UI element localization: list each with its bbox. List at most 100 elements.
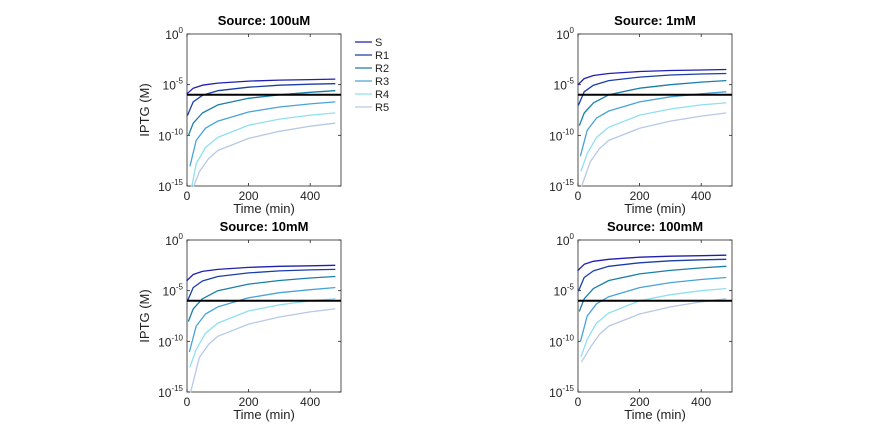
y-tick-exponent: -10 bbox=[171, 127, 183, 136]
y-tick-base: 10 bbox=[549, 386, 563, 400]
y-tick-label: 10-5 bbox=[163, 77, 184, 93]
y-tick-exponent: -15 bbox=[171, 178, 183, 187]
y-tick-label: 10-10 bbox=[549, 127, 574, 143]
y-tick-exponent: -5 bbox=[176, 77, 184, 86]
y-tick-exponent: 0 bbox=[570, 26, 575, 35]
y-tick-exponent: -5 bbox=[567, 283, 575, 292]
axes-box bbox=[186, 239, 342, 393]
series-line-r1 bbox=[577, 72, 727, 106]
legend-entry: R2 bbox=[375, 63, 389, 75]
y-tick-label: 10-15 bbox=[158, 178, 183, 194]
y-tick-label: 100 bbox=[556, 26, 574, 42]
y-tick-base: 10 bbox=[165, 28, 179, 42]
series-line-r1 bbox=[577, 258, 727, 292]
legend-entry: R4 bbox=[375, 89, 389, 101]
y-tick-label: 100 bbox=[165, 232, 183, 248]
y-tick-base: 10 bbox=[165, 234, 179, 248]
x-axis-label: Time (min) bbox=[233, 201, 295, 216]
y-tick-label: 10-15 bbox=[158, 384, 183, 400]
series-line-r1 bbox=[186, 268, 336, 302]
y-tick-exponent: -5 bbox=[567, 77, 575, 86]
x-tick-label: 200 bbox=[630, 189, 650, 203]
x-tick-label: 400 bbox=[691, 395, 711, 409]
y-tick-base: 10 bbox=[554, 285, 568, 299]
axes-box bbox=[577, 33, 733, 187]
y-tick-base: 10 bbox=[556, 28, 570, 42]
y-tick-label: 10-5 bbox=[554, 77, 575, 93]
y-tick-base: 10 bbox=[158, 386, 172, 400]
series-line-r5 bbox=[581, 298, 727, 363]
y-tick-label: 10-5 bbox=[163, 283, 184, 299]
x-tick-label: 400 bbox=[300, 189, 320, 203]
x-tick-label: 200 bbox=[239, 395, 259, 409]
series-line-r4 bbox=[580, 287, 727, 358]
y-tick-base: 10 bbox=[549, 129, 563, 143]
x-tick-label: 200 bbox=[630, 395, 650, 409]
y-tick-label: 10-10 bbox=[158, 333, 183, 349]
series-line-r4 bbox=[189, 298, 336, 368]
x-tick-label: 0 bbox=[575, 395, 582, 409]
series-line-r3 bbox=[188, 286, 336, 353]
x-tick-label: 400 bbox=[691, 189, 711, 203]
y-tick-base: 10 bbox=[554, 79, 568, 93]
series-line-s bbox=[577, 68, 727, 86]
y-tick-label: 10-15 bbox=[549, 384, 574, 400]
series-line-r5 bbox=[190, 308, 336, 393]
series-line-r4 bbox=[580, 102, 727, 172]
series-line-r2 bbox=[187, 275, 336, 322]
series-line-s bbox=[186, 78, 336, 95]
y-tick-label: 10-15 bbox=[549, 178, 574, 194]
axes-box bbox=[577, 239, 733, 393]
x-tick-label: 400 bbox=[300, 395, 320, 409]
chart-title: Source: 10mM bbox=[220, 219, 309, 234]
series-line-r3 bbox=[579, 276, 727, 342]
y-tick-exponent: -10 bbox=[562, 127, 574, 136]
y-tick-exponent: 0 bbox=[179, 26, 184, 35]
y-tick-exponent: -10 bbox=[562, 333, 574, 342]
y-axis-label: IPTG (M) bbox=[137, 289, 152, 342]
y-tick-label: 10-10 bbox=[549, 333, 574, 349]
x-axis-label: Time (min) bbox=[624, 407, 686, 422]
series-line-r4 bbox=[191, 112, 336, 187]
chart-title: Source: 100mM bbox=[607, 219, 703, 234]
y-tick-label: 100 bbox=[556, 232, 574, 248]
series-line-s bbox=[186, 264, 336, 282]
series-line-r3 bbox=[189, 101, 336, 167]
series-line-r5 bbox=[581, 112, 727, 187]
x-tick-label: 0 bbox=[575, 189, 582, 203]
y-tick-base: 10 bbox=[158, 335, 172, 349]
y-tick-exponent: -15 bbox=[562, 384, 574, 393]
y-tick-exponent: -15 bbox=[171, 384, 183, 393]
x-axis-label: Time (min) bbox=[233, 407, 295, 422]
y-tick-label: 100 bbox=[165, 26, 183, 42]
chart-title: Source: 1mM bbox=[614, 13, 696, 28]
y-tick-exponent: -15 bbox=[562, 178, 574, 187]
y-tick-base: 10 bbox=[158, 180, 172, 194]
series-line-r2 bbox=[187, 90, 336, 136]
y-tick-label: 10-10 bbox=[158, 127, 183, 143]
x-axis-label: Time (min) bbox=[624, 201, 686, 216]
y-tick-base: 10 bbox=[549, 180, 563, 194]
y-tick-exponent: -10 bbox=[171, 333, 183, 342]
x-tick-label: 0 bbox=[184, 189, 191, 203]
series-line-s bbox=[577, 254, 727, 272]
y-tick-base: 10 bbox=[163, 285, 177, 299]
y-tick-base: 10 bbox=[549, 335, 563, 349]
axes-box bbox=[186, 33, 342, 187]
y-tick-exponent: 0 bbox=[179, 232, 184, 241]
y-tick-exponent: -5 bbox=[176, 283, 184, 292]
y-axis-label: IPTG (M) bbox=[137, 83, 152, 136]
y-tick-exponent: 0 bbox=[570, 232, 575, 241]
y-tick-base: 10 bbox=[556, 234, 570, 248]
series-line-r2 bbox=[578, 79, 727, 126]
y-tick-base: 10 bbox=[158, 129, 172, 143]
legend-entry: S bbox=[375, 37, 382, 49]
series-line-r1 bbox=[186, 83, 336, 116]
chart-title: Source: 100uM bbox=[218, 13, 310, 28]
series-line-r2 bbox=[578, 265, 727, 312]
